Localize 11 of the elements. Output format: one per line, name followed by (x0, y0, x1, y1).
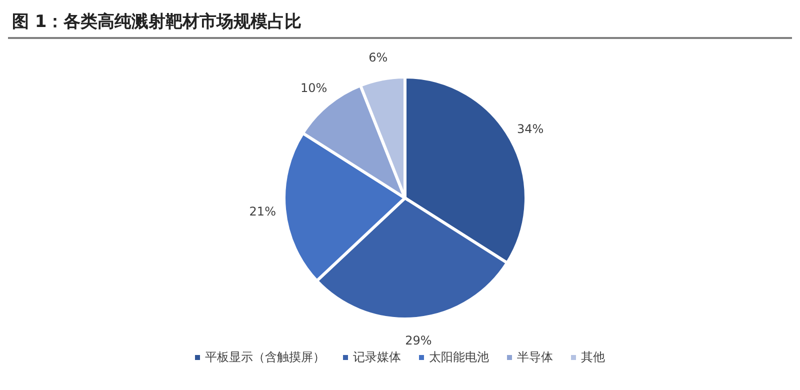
data-label: 21% (249, 204, 276, 218)
legend-label: 平板显示（含触摸屏） (205, 349, 325, 366)
legend-label: 太阳能电池 (429, 349, 489, 366)
data-label: 10% (300, 80, 328, 95)
legend-label: 半导体 (517, 349, 553, 366)
chart-title: 图 1：各类高纯溅射靶材市场规模占比 (8, 8, 792, 39)
legend-label: 其他 (581, 349, 605, 366)
data-label: 6% (368, 50, 388, 65)
data-label: 29% (405, 333, 432, 348)
data-label: 34% (516, 122, 544, 136)
legend-label: 记录媒体 (353, 349, 401, 366)
